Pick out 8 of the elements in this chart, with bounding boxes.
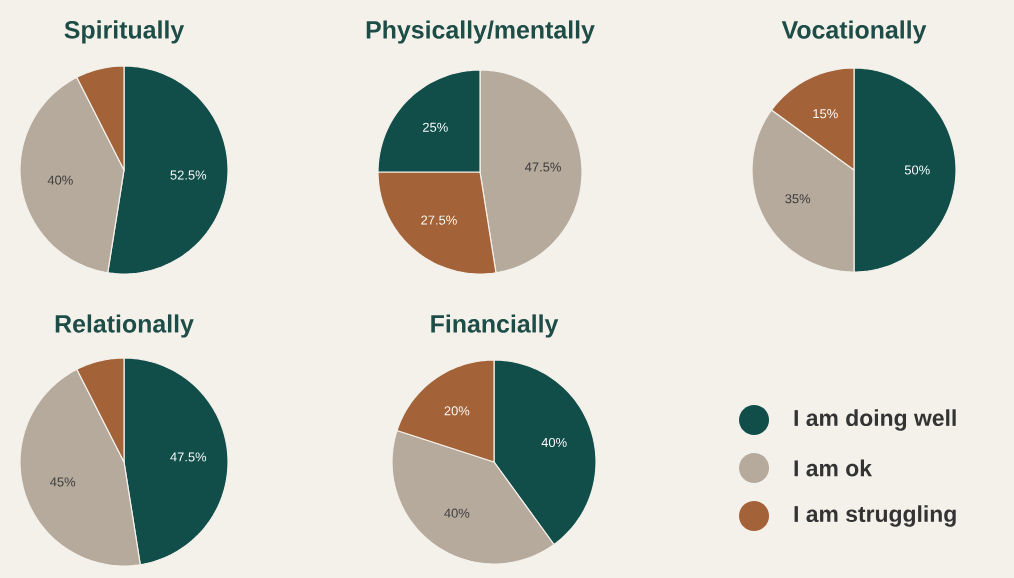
chart-title: Physically/mentally xyxy=(366,20,595,44)
chart-title: Financially xyxy=(431,314,559,338)
chart-title: Vocationally xyxy=(781,20,927,44)
chart-title: Relationally xyxy=(55,314,194,338)
legend-label: I am ok xyxy=(794,459,872,477)
legend-label: I am struggling xyxy=(794,505,956,527)
legend-label: I am doing well xyxy=(794,409,956,431)
chart-title: Spiritually xyxy=(64,20,185,44)
